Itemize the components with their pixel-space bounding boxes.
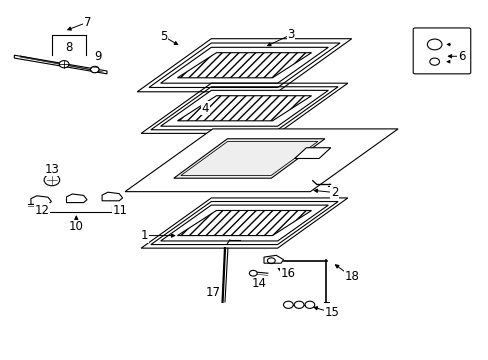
Polygon shape xyxy=(177,53,311,78)
Text: 5: 5 xyxy=(160,30,167,43)
Text: 17: 17 xyxy=(205,287,220,300)
Circle shape xyxy=(90,66,99,73)
Text: 13: 13 xyxy=(44,163,59,176)
FancyBboxPatch shape xyxy=(412,28,470,74)
Polygon shape xyxy=(160,47,328,83)
Polygon shape xyxy=(160,205,328,241)
Polygon shape xyxy=(125,129,397,192)
Text: 8: 8 xyxy=(65,41,73,54)
Polygon shape xyxy=(160,90,328,126)
Polygon shape xyxy=(177,96,311,121)
Text: 1: 1 xyxy=(141,229,148,242)
Text: 10: 10 xyxy=(69,220,83,233)
Text: 15: 15 xyxy=(324,306,339,319)
Text: 9: 9 xyxy=(94,50,102,63)
Text: 6: 6 xyxy=(457,50,464,63)
Circle shape xyxy=(59,60,69,68)
Text: 14: 14 xyxy=(251,278,266,291)
Polygon shape xyxy=(264,255,283,263)
Text: 2: 2 xyxy=(330,186,338,199)
Text: 11: 11 xyxy=(112,204,127,217)
Polygon shape xyxy=(102,192,122,201)
Polygon shape xyxy=(31,196,51,204)
Polygon shape xyxy=(14,55,107,74)
Polygon shape xyxy=(294,148,330,158)
Text: 16: 16 xyxy=(280,267,295,280)
Polygon shape xyxy=(177,211,311,235)
Text: 7: 7 xyxy=(83,16,91,29)
Polygon shape xyxy=(173,139,325,178)
Circle shape xyxy=(249,270,257,276)
Text: 3: 3 xyxy=(286,28,294,41)
Polygon shape xyxy=(66,194,87,203)
Text: 4: 4 xyxy=(202,102,209,115)
Circle shape xyxy=(44,174,60,186)
Text: 18: 18 xyxy=(344,270,359,283)
Text: 12: 12 xyxy=(35,204,50,217)
